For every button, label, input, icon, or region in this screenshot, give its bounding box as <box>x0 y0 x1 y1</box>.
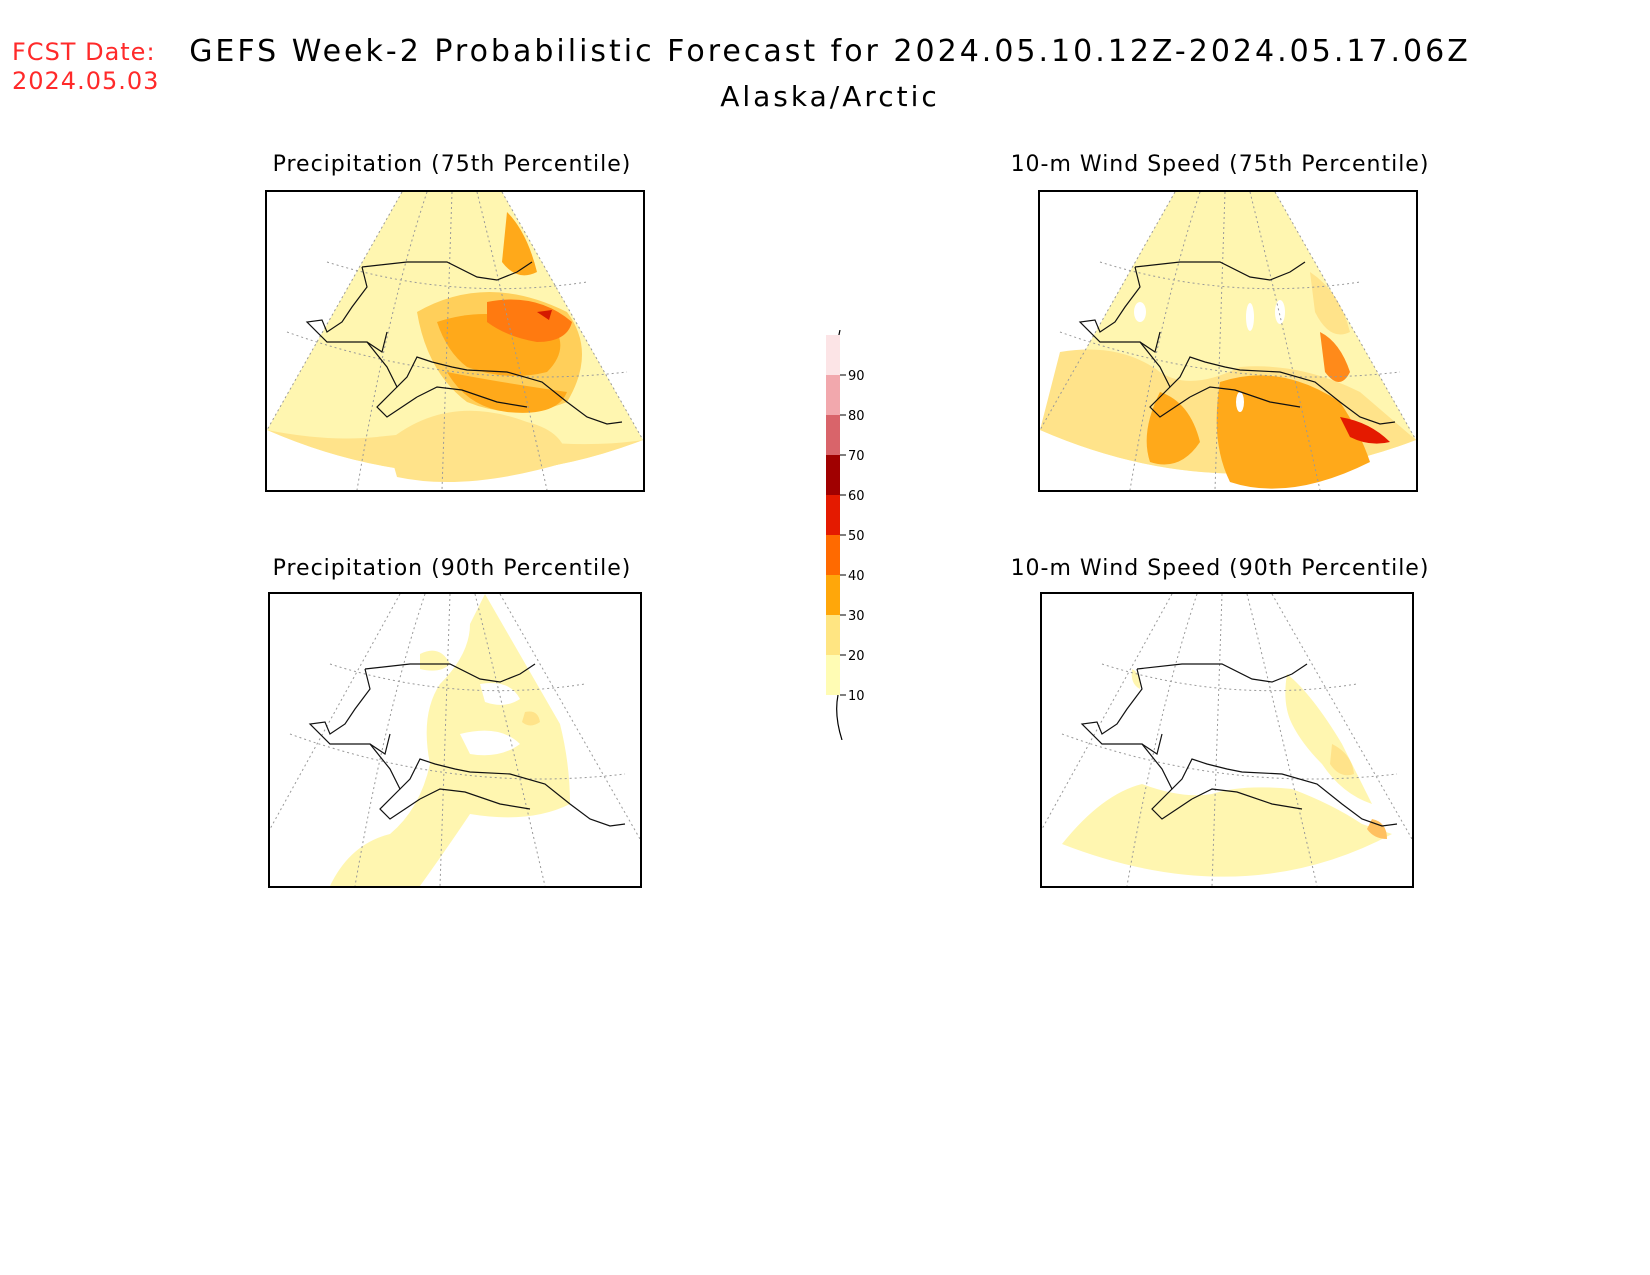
colorbar-swatch <box>826 335 840 375</box>
colorbar-swatch <box>826 655 840 695</box>
forecast-date-value: 2024.05.03 <box>12 67 160 95</box>
colorbar-swatch <box>826 495 840 535</box>
colorbar-tick-label: 30 <box>848 609 865 624</box>
map-precip-90 <box>268 592 642 888</box>
map-precip-75 <box>265 190 645 492</box>
colorbar-tick-label: 10 <box>848 689 865 704</box>
colorbar-swatch <box>826 615 840 655</box>
colorbar-tick-label: 80 <box>848 409 865 424</box>
colorbar-swatch <box>826 575 840 615</box>
colorbar-tick-label: 60 <box>848 489 865 504</box>
colorbar-tick-label: 40 <box>848 569 865 584</box>
map-wind-90 <box>1040 592 1414 888</box>
panel-title-precip-90: Precipitation (90th Percentile) <box>272 556 632 581</box>
panel-title-precip-75: Precipitation (75th Percentile) <box>272 152 632 177</box>
colorbar-swatch <box>826 455 840 495</box>
map-wind-75 <box>1038 190 1418 492</box>
forecast-date: FCST Date: 2024.05.03 <box>12 38 159 96</box>
colorbar-legend: 10 20 30 40 50 60 70 80 90 <box>820 329 900 741</box>
panel-title-wind-75: 10-m Wind Speed (75th Percentile) <box>1010 152 1430 177</box>
colorbar-tick-label: 20 <box>848 649 865 664</box>
colorbar-svg: 10 20 30 40 50 60 70 80 90 <box>826 329 865 741</box>
colorbar-swatch <box>826 415 840 455</box>
colorbar-tick-label: 70 <box>848 449 865 464</box>
forecast-date-label: FCST Date: <box>12 38 156 66</box>
figure-title: GEFS Week-2 Probabilistic Forecast for 2… <box>189 34 1471 69</box>
colorbar-swatch <box>826 375 840 415</box>
panel-title-wind-90: 10-m Wind Speed (90th Percentile) <box>1010 556 1430 581</box>
region-subtitle: Alaska/Arctic <box>720 80 940 113</box>
colorbar-tick-label: 90 <box>848 369 865 384</box>
colorbar-swatch <box>826 535 840 575</box>
colorbar-tick-label: 50 <box>848 529 865 544</box>
